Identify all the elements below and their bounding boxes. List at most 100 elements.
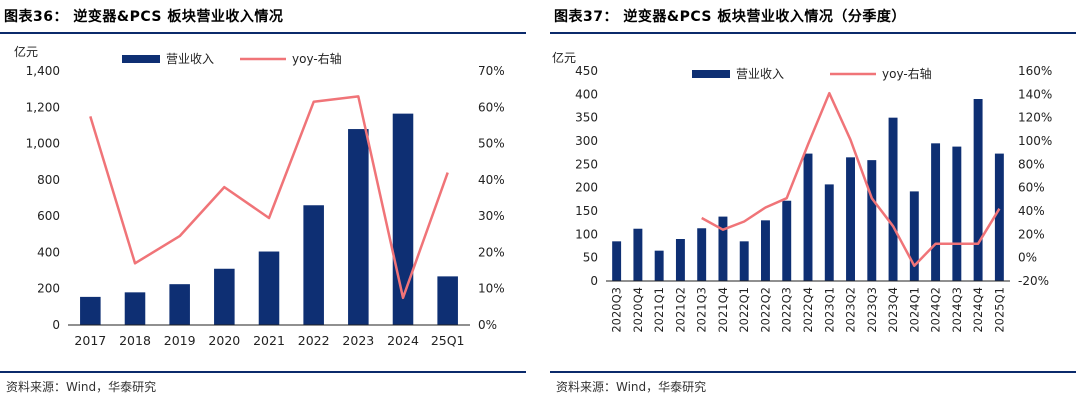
bar (169, 284, 190, 325)
y2-tick-label: 20% (1018, 227, 1045, 241)
source-note: 资料来源：Wind，华泰研究 (556, 380, 707, 394)
y2-tick-label: -20% (1018, 274, 1049, 288)
bar (909, 191, 919, 281)
y-axis-unit-label: 亿元 (14, 44, 38, 59)
y2-tick-label: 40% (478, 173, 505, 187)
y2-tick-label: 50% (478, 137, 505, 151)
chart-title: 图表36： 逆变器&PCS 板块营业收入情况 (4, 9, 284, 25)
y2-tick-label: 100% (1018, 134, 1052, 148)
x-tick-label: 25Q1 (431, 333, 465, 348)
x-tick-label: 2020Q4 (631, 287, 645, 333)
legend-label-bar: 营业收入 (736, 67, 784, 81)
bar (973, 99, 983, 281)
quarterly-revenue-chart: 亿元 0 50 100 150 200 250 300 350 400 450 -20% 0% 20% 40… (552, 50, 1052, 333)
y-tick-label: 0 (590, 274, 598, 288)
x-tick-label: 2023 (342, 333, 374, 348)
x-tick-label: 2022 (298, 333, 330, 348)
x-tick-label: 2021Q2 (673, 287, 687, 333)
x-tick-label: 2025Q1 (992, 287, 1006, 333)
y-tick-label: 50 (583, 251, 598, 265)
x-tick-label: 2022Q1 (737, 287, 751, 333)
bar (739, 241, 749, 281)
bar (888, 117, 898, 282)
y-tick-label: 400 (575, 87, 598, 101)
y-tick-label: 250 (575, 157, 598, 171)
x-tick-label: 2023Q3 (865, 287, 879, 333)
bar (782, 200, 792, 281)
legend-label-bar: 营业收入 (166, 52, 214, 66)
x-tick-label: 2021 (253, 333, 285, 348)
legend-swatch-bar (122, 55, 160, 63)
bar (718, 216, 728, 281)
y2-tick-label: 140% (1018, 87, 1052, 101)
y-tick-label: 200 (37, 282, 60, 296)
bar (80, 296, 101, 325)
x-tick-label: 2020 (208, 333, 240, 348)
top-rule (0, 32, 526, 34)
x-tick-label: 2024Q3 (950, 287, 964, 333)
x-tick-label: 2023Q4 (886, 287, 900, 333)
y-tick-label: 200 (575, 181, 598, 195)
bar (697, 228, 707, 281)
y2-tick-label: 80% (1018, 157, 1045, 171)
legend-label-line: yoy-右轴 (882, 66, 932, 81)
chart-panel-quarterly: 图表37： 逆变器&PCS 板块营业收入情况（分季度） 亿元 0 50 100 150 2… (550, 0, 1080, 406)
x-tick-label: 2024 (387, 333, 419, 348)
x-tick-label: 2023Q2 (844, 287, 858, 333)
bar (124, 292, 146, 325)
bar (258, 251, 280, 325)
y-tick-label: 100 (575, 227, 598, 241)
y2-tick-label: 30% (478, 209, 505, 223)
bar (824, 184, 834, 281)
y2-tick-label: 120% (1018, 111, 1052, 125)
x-tick-label: 2024Q1 (907, 287, 921, 333)
bar (994, 153, 1004, 281)
yoy-line (89, 95, 449, 300)
y-tick-label: 1,200 (26, 100, 60, 114)
y-axis-unit-label: 亿元 (552, 50, 576, 65)
y-tick-label: 450 (575, 64, 598, 78)
bar (612, 241, 622, 281)
x-tick-label: 2022Q2 (758, 287, 772, 333)
bar (803, 153, 813, 281)
bar (761, 220, 770, 281)
y-tick-label: 1,000 (26, 137, 60, 151)
bar (931, 143, 941, 281)
y2-tick-label: 0% (478, 318, 497, 332)
x-tick-label: 2022Q3 (780, 287, 794, 333)
y2-tick-label: 70% (478, 64, 505, 78)
y-tick-label: 800 (37, 173, 60, 187)
y2-tick-label: 40% (1018, 204, 1045, 218)
chart-panel-annual: 图表36： 逆变器&PCS 板块营业收入情况 亿元 0 200 400 600 800 1,… (0, 0, 530, 406)
x-tick-label: 2017 (74, 333, 106, 348)
x-tick-label: 2018 (119, 333, 151, 348)
y2-tick-label: 60% (478, 100, 505, 114)
y2-tick-label: 60% (1018, 181, 1045, 195)
bar (654, 250, 664, 281)
source-note: 资料来源：Wind，华泰研究 (6, 380, 157, 394)
bar (675, 239, 685, 281)
y2-tick-label: 160% (1018, 64, 1052, 78)
x-tick-label: 2020Q3 (610, 287, 624, 333)
y2-tick-label: 20% (478, 245, 505, 259)
x-tick-label: 2024Q4 (971, 287, 985, 333)
yoy-line (701, 91, 1001, 268)
y-tick-label: 1,400 (26, 64, 60, 78)
legend-label-line: yoy-右轴 (292, 51, 342, 66)
bar (952, 146, 962, 281)
bottom-rule (550, 371, 1076, 373)
y2-tick-label: 10% (478, 282, 505, 296)
bottom-rule (0, 371, 526, 373)
y-tick-label: 150 (575, 204, 598, 218)
x-tick-label: 2021Q1 (652, 287, 666, 333)
y-tick-label: 300 (575, 134, 598, 148)
bar (214, 268, 235, 325)
x-tick-label: 2023Q1 (822, 287, 836, 333)
y-tick-label: 350 (575, 111, 598, 125)
x-tick-label: 2019 (164, 333, 196, 348)
bar (348, 129, 369, 325)
x-tick-label: 2021Q4 (716, 287, 730, 333)
legend-swatch-bar (692, 70, 730, 78)
y-tick-label: 400 (37, 245, 60, 259)
y-tick-label: 600 (37, 209, 60, 223)
